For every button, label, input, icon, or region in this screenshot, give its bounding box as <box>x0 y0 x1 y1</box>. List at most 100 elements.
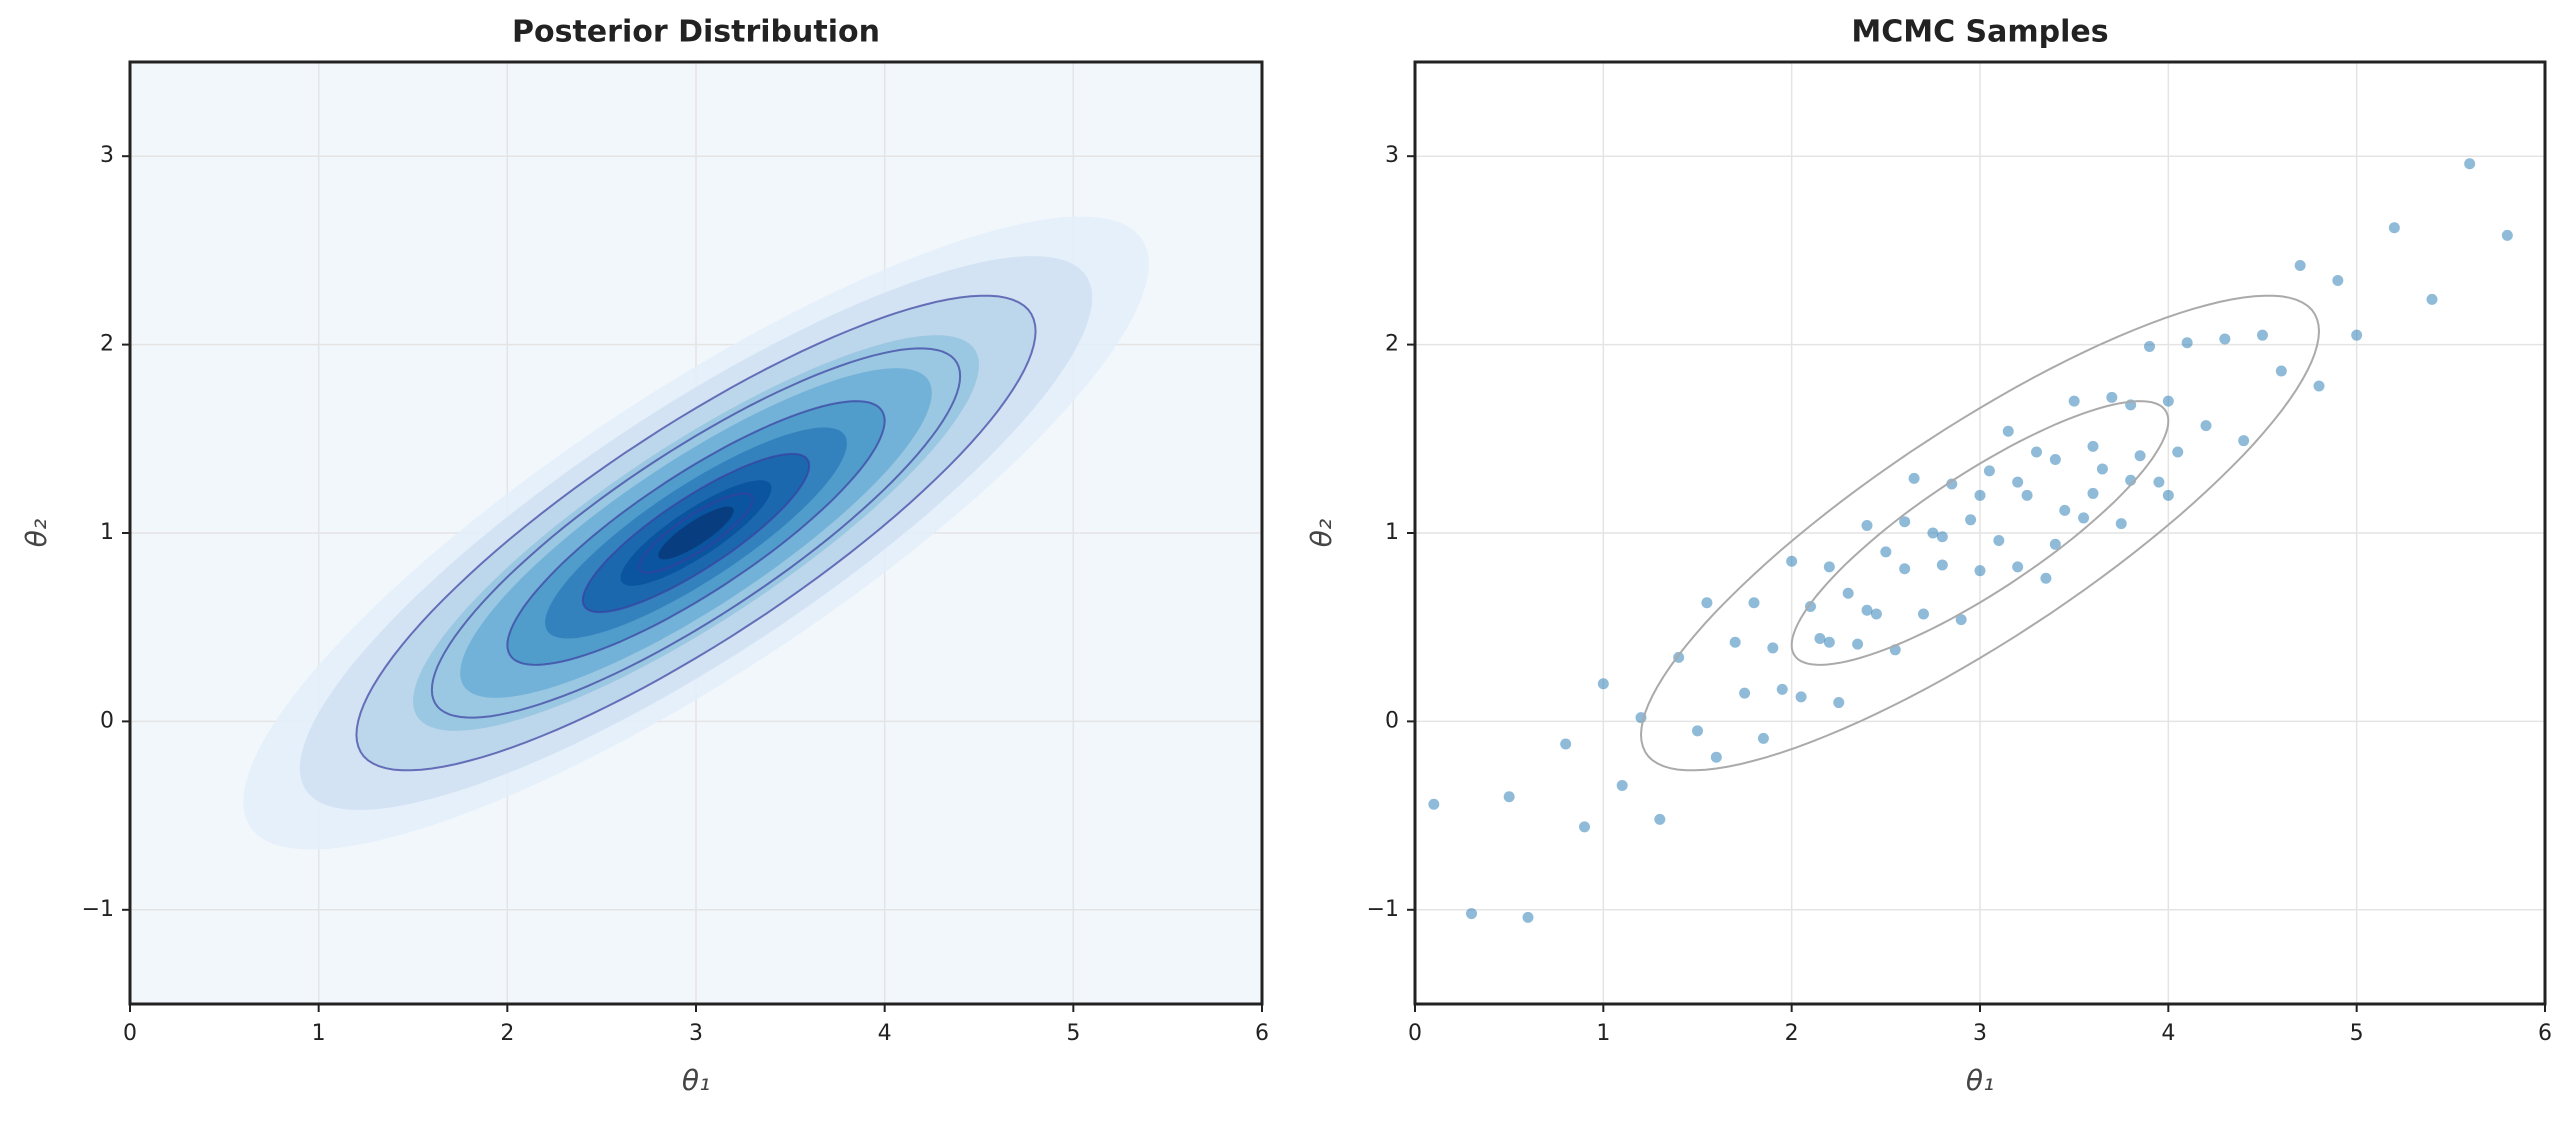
x-tick-label: 6 <box>1255 1021 1269 1046</box>
sample-point <box>1974 489 1986 501</box>
sample-point <box>2153 476 2165 488</box>
sample-point <box>1983 465 1995 477</box>
sample-point <box>2181 337 2193 349</box>
sample-point <box>1729 636 1741 648</box>
contour-line <box>355 294 1037 772</box>
x-tick-label: 4 <box>878 1021 892 1046</box>
sample-point <box>1710 751 1722 763</box>
contour-line <box>430 347 962 719</box>
sample-point <box>1880 546 1892 558</box>
sample-point <box>2332 275 2344 287</box>
sample-point <box>1466 908 1477 920</box>
sample-point <box>1965 514 1977 526</box>
y-tick-label: 2 <box>100 332 114 357</box>
sample-point <box>1579 821 1590 833</box>
y-tick-label: 0 <box>1385 708 1399 733</box>
y-tick-label: 0 <box>100 708 114 733</box>
sample-point <box>1955 614 1967 626</box>
sample-point <box>2106 391 2118 403</box>
sample-point <box>1654 813 1666 825</box>
chart-title: MCMC Samples <box>1851 15 2108 50</box>
sample-point <box>1946 478 1958 490</box>
sample-point <box>2426 293 2438 305</box>
sample-point <box>1757 732 1769 744</box>
x-tick-label: 4 <box>2161 1021 2175 1046</box>
sample-point <box>2087 487 2099 499</box>
y-tick-label: 3 <box>1385 143 1399 168</box>
x-tick-label: 3 <box>689 1021 703 1046</box>
sample-point <box>1993 535 2005 547</box>
contour-line <box>1639 294 2321 772</box>
sample-point <box>1776 683 1788 695</box>
sample-point <box>2134 450 2146 462</box>
sample-point <box>2021 489 2033 501</box>
plot-area <box>243 216 1149 850</box>
sample-point <box>2388 222 2400 234</box>
sample-point <box>1918 608 1929 620</box>
sample-point <box>2172 446 2184 458</box>
contour-line <box>638 492 754 574</box>
sample-point <box>2294 259 2306 271</box>
x-axis-label: θ₁ <box>682 1064 710 1097</box>
sample-point <box>2012 476 2024 488</box>
x-tick-label: 5 <box>2350 1021 2364 1046</box>
y-axis-label: θ₂ <box>1305 519 1338 547</box>
contour-line <box>1790 400 2170 666</box>
sample-point <box>2059 504 2071 516</box>
y-axis-label: θ₂ <box>20 519 53 547</box>
sample-point <box>1597 678 1609 690</box>
sample-point <box>2049 538 2061 550</box>
y-tick-label: −1 <box>1367 897 1399 922</box>
y-tick-label: 2 <box>1385 332 1399 357</box>
sample-point <box>2313 380 2325 392</box>
x-axis-label: θ₁ <box>1966 1064 1994 1097</box>
contour-fill <box>658 506 734 560</box>
sample-point <box>2068 395 2080 407</box>
y-tick-label: 1 <box>100 520 114 545</box>
sample-point <box>1692 725 1703 737</box>
sample-point <box>1823 636 1835 648</box>
sample-point <box>1814 633 1826 645</box>
sample-point <box>2275 365 2287 377</box>
sample-point <box>2464 158 2476 170</box>
sample-point <box>1899 563 1911 575</box>
sample-point <box>2238 435 2250 447</box>
x-tick-label: 6 <box>2538 1021 2552 1046</box>
x-tick-label: 2 <box>500 1021 514 1046</box>
y-tick-label: −1 <box>82 897 114 922</box>
sample-point <box>2031 446 2042 458</box>
sample-point <box>1503 791 1515 803</box>
sample-point <box>2096 463 2108 475</box>
sample-point <box>2115 518 2127 530</box>
sample-point <box>2200 420 2212 432</box>
sample-point <box>1936 559 1948 571</box>
sample-point <box>1861 519 1873 531</box>
x-tick-label: 1 <box>312 1021 326 1046</box>
sample-point <box>2162 395 2174 407</box>
y-tick-label: 3 <box>100 143 114 168</box>
sample-point <box>1870 608 1882 620</box>
sample-point <box>2257 329 2268 341</box>
x-tick-label: 2 <box>1785 1021 1799 1046</box>
y-tick-label: 1 <box>1385 520 1399 545</box>
sample-point <box>2087 440 2099 452</box>
sample-point <box>1861 604 1873 616</box>
sample-point <box>1842 587 1854 599</box>
axes-frame <box>1413 60 2547 1006</box>
sample-point <box>2351 329 2363 341</box>
sample-point <box>1616 779 1628 791</box>
sample-point <box>1560 738 1572 750</box>
sample-point <box>2040 572 2052 584</box>
sample-point <box>1833 697 1845 709</box>
sample-point <box>1522 911 1534 923</box>
x-tick-label: 5 <box>1066 1021 1080 1046</box>
sample-point <box>1748 597 1760 609</box>
sample-point <box>2162 489 2174 501</box>
subplot: 0 1 2 3 4 5 6 −1 0 1 2 3 Posterior Distribution θ₁ θ₂ <box>20 15 1269 1098</box>
axes-frame <box>128 60 1264 1006</box>
contour-line <box>506 400 886 666</box>
sample-point <box>1428 798 1440 810</box>
sample-point <box>1927 527 1939 539</box>
x-tick-label: 1 <box>1596 1021 1610 1046</box>
